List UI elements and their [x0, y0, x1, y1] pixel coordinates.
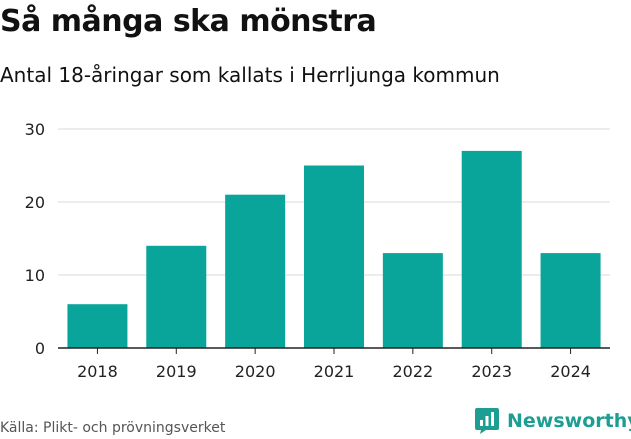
y-tick-label: 20	[25, 193, 45, 212]
x-tick-label: 2019	[156, 362, 197, 381]
y-axis-tick-labels: 0 10 20 30	[25, 120, 45, 358]
x-tick-label: 2022	[392, 362, 433, 381]
x-tick-label: 2023	[471, 362, 512, 381]
chart-subtitle: Antal 18-åringar som kallats i Herrljung…	[0, 63, 500, 87]
x-tick-label: 2018	[77, 362, 118, 381]
x-tick-label: 2024	[550, 362, 591, 381]
bars	[67, 150, 601, 348]
bar-2024	[540, 253, 601, 348]
brand-logo: Newsworthy	[474, 407, 631, 435]
y-tick-label: 10	[25, 266, 45, 285]
bar-2022	[382, 253, 443, 348]
source-note: Källa: Plikt- och prövningsverket	[0, 420, 226, 436]
bar-2018	[67, 304, 128, 348]
x-axis-tick-labels: 2018 2019 2020 2021 2022 2023 2024	[77, 362, 591, 381]
x-tick-label: 2020	[235, 362, 276, 381]
newsworthy-logo-icon	[475, 408, 499, 434]
bar-2019	[146, 245, 207, 348]
x-axis-ticks	[96, 348, 572, 354]
bar-2020	[225, 194, 286, 348]
brand-name: Newsworthy	[507, 410, 631, 432]
bar-2021	[304, 165, 364, 348]
y-tick-label: 30	[25, 120, 45, 139]
y-tick-label: 0	[35, 339, 45, 358]
bar-2023	[461, 150, 522, 348]
chart-title: Så många ska mönstra	[0, 4, 377, 39]
x-tick-label: 2021	[314, 362, 355, 381]
bar-chart: 0 10 20 30 2018 2019 2020 2021 2022 2023 2024	[25, 120, 610, 381]
